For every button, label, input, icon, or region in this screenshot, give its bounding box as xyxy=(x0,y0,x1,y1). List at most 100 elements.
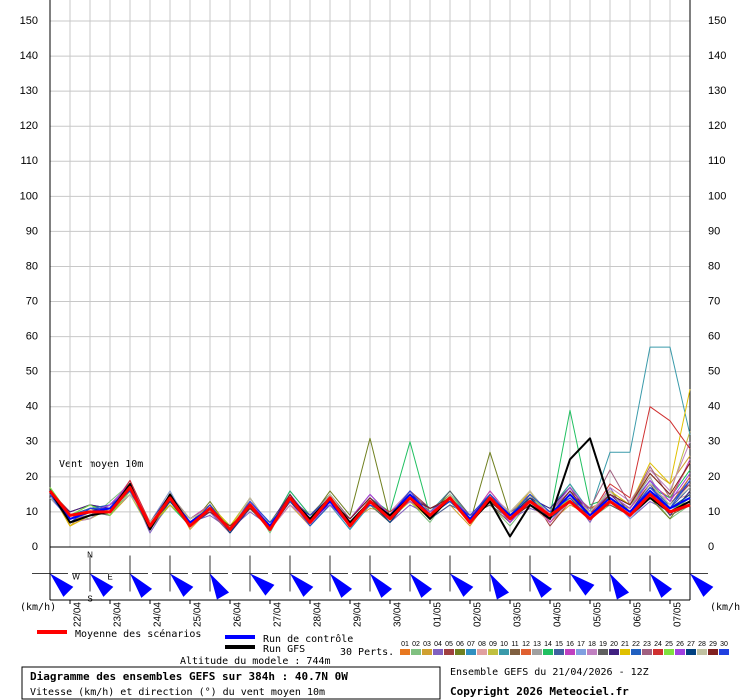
legend-swatch xyxy=(543,649,553,655)
annotation: Vent moyen 10m xyxy=(59,459,143,470)
compass-letter: N xyxy=(87,551,93,560)
wind-arrow xyxy=(410,573,433,598)
x-tick-label: 28/04 xyxy=(313,602,324,627)
series-line xyxy=(48,485,691,531)
legend-label: Run GFS xyxy=(263,644,305,655)
legend-swatch xyxy=(565,649,575,655)
legend-swatch xyxy=(631,649,641,655)
legend-swatch xyxy=(488,649,498,655)
legend-swatch xyxy=(708,649,718,655)
y-tick-label: 70 xyxy=(26,295,38,307)
y-tick-label: 140 xyxy=(20,50,38,62)
run-info: Ensemble GEFS du 21/04/2026 - 12Z xyxy=(450,667,649,678)
legend-swatch xyxy=(620,649,630,655)
y-tick-label: 10 xyxy=(26,506,38,518)
wind-arrow xyxy=(250,573,275,596)
x-tick-label: 04/05 xyxy=(553,602,564,627)
y-tick-label: 130 xyxy=(20,85,38,97)
y-tick-label-right: 150 xyxy=(708,15,726,27)
y-tick-label: 30 xyxy=(26,436,38,448)
x-tick-label: 06/05 xyxy=(633,602,644,627)
legend-label: 23 xyxy=(643,641,651,648)
title-box xyxy=(21,666,441,700)
y-tick-label: 50 xyxy=(26,366,38,378)
legend-swatch xyxy=(400,649,410,655)
compass-letter: E xyxy=(107,573,112,582)
legend-label: 11 xyxy=(511,641,518,648)
x-tick-label: 22/04 xyxy=(73,602,84,627)
legend-swatch xyxy=(532,649,542,655)
wind-arrow xyxy=(210,573,230,600)
legend-label: 16 xyxy=(566,641,574,648)
legend-label: 20 xyxy=(610,641,618,648)
legend-swatch xyxy=(422,649,432,655)
legend-label: 06 xyxy=(456,641,464,648)
y-tick-label-right: 0 xyxy=(708,541,714,553)
legend-swatch xyxy=(510,649,520,655)
legend-label: 15 xyxy=(555,641,563,648)
perts-label: 30 Perts. xyxy=(340,647,394,658)
legend-swatch xyxy=(433,649,443,655)
legend-label: 08 xyxy=(478,641,486,648)
legend-label: 01 xyxy=(401,641,409,648)
legend-label: 03 xyxy=(423,641,431,648)
copyright: Copyright 2026 Meteociel.fr xyxy=(450,685,629,698)
legend-swatch xyxy=(466,649,476,655)
x-tick-label: 24/04 xyxy=(153,602,164,627)
chart-title: Diagramme des ensembles GEFS sur 384h : … xyxy=(30,670,348,683)
y-tick-label-right: 110 xyxy=(708,155,726,167)
legend-label: 19 xyxy=(599,641,607,648)
wind-arrow xyxy=(570,573,595,596)
wind-arrow xyxy=(170,573,194,597)
legend-swatch xyxy=(609,649,619,655)
wind-arrow xyxy=(450,573,474,597)
legend-swatch xyxy=(697,649,707,655)
legend-label: 13 xyxy=(533,641,541,648)
y-tick-label: 20 xyxy=(26,471,38,483)
legend-label: 04 xyxy=(434,641,442,648)
wind-arrow xyxy=(130,573,153,598)
legend-swatch xyxy=(675,649,685,655)
y-tick-label: 40 xyxy=(26,401,38,413)
wind-arrow xyxy=(370,573,393,598)
x-tick-label: 25/04 xyxy=(193,602,204,627)
legend-swatch xyxy=(686,649,696,655)
legend-label: 18 xyxy=(588,641,596,648)
legend-swatch xyxy=(554,649,564,655)
legend-label: 17 xyxy=(577,641,585,648)
x-tick-label: 03/05 xyxy=(513,602,524,627)
chart-subtitle: Vitesse (km/h) et direction (°) du vent … xyxy=(30,687,325,698)
legend-label: 30 xyxy=(720,641,728,648)
y-tick-label: 120 xyxy=(20,120,38,132)
y-tick-label-right: 90 xyxy=(708,225,720,237)
legend-label: 22 xyxy=(632,641,640,648)
legend-swatch xyxy=(444,649,454,655)
y-tick-label-right: 40 xyxy=(708,401,720,413)
legend-label: 26 xyxy=(676,641,684,648)
y-tick-label: 90 xyxy=(26,225,38,237)
legend-label: 28 xyxy=(698,641,706,648)
legend-swatch xyxy=(653,649,663,655)
y-tick-label-right: 130 xyxy=(708,85,726,97)
legend-label: 07 xyxy=(467,641,475,648)
y-tick-label-right: 120 xyxy=(708,120,726,132)
legend-swatch xyxy=(642,649,652,655)
unit-right: (km/h) xyxy=(710,602,740,613)
x-tick-label: 23/04 xyxy=(113,602,124,627)
legend-swatch xyxy=(719,649,729,655)
y-tick-label-right: 60 xyxy=(708,331,720,343)
y-tick-label-right: 100 xyxy=(708,190,726,202)
y-tick-label-right: 20 xyxy=(708,471,720,483)
legend-label: 09 xyxy=(489,641,497,648)
legend-label: 12 xyxy=(522,641,530,648)
legend-label: 24 xyxy=(654,641,662,648)
y-tick-label: 0 xyxy=(32,541,38,553)
legend-label: 02 xyxy=(412,641,420,648)
y-tick-label-right: 70 xyxy=(708,295,720,307)
legend-swatch xyxy=(576,649,586,655)
x-tick-label: 05/05 xyxy=(593,602,604,627)
wind-arrow xyxy=(490,573,510,600)
legend-label: 14 xyxy=(544,641,552,648)
unit-left: (km/h) xyxy=(20,602,56,613)
legend-label: Run de contrôle xyxy=(263,633,353,645)
